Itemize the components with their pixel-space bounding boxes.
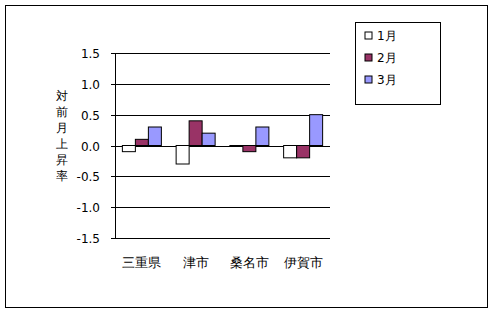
tick-mark bbox=[111, 53, 115, 54]
chart-border bbox=[6, 6, 488, 308]
bar bbox=[176, 146, 189, 165]
chart: -1.5 -1.0 -0.5 0.0 0.5 1.0 1.5 対前月上昇率三重県 津市 桑名市伊賀… bbox=[0, 0, 493, 312]
y-axis bbox=[115, 53, 116, 238]
legend-swatch bbox=[365, 76, 372, 83]
tick-label: -0.5 bbox=[77, 170, 100, 184]
bar bbox=[310, 115, 323, 146]
bar bbox=[297, 146, 310, 158]
grid-line bbox=[115, 176, 330, 177]
bar bbox=[284, 146, 297, 158]
legend-swatch bbox=[365, 32, 372, 39]
grid-line bbox=[115, 115, 330, 116]
legend-label: 3月 bbox=[377, 73, 397, 87]
bar bbox=[135, 139, 148, 145]
bar bbox=[189, 121, 202, 146]
grid-line bbox=[115, 53, 330, 54]
y-axis-label: 上 bbox=[56, 137, 68, 151]
legend bbox=[356, 23, 441, 105]
y-axis-label: 率 bbox=[56, 169, 68, 183]
tick-mark bbox=[111, 146, 115, 147]
bar bbox=[243, 146, 256, 152]
tick-mark bbox=[111, 238, 115, 239]
grid-line bbox=[115, 84, 330, 85]
legend-label: 1月 bbox=[377, 29, 397, 43]
y-axis-label: 対 bbox=[56, 89, 68, 103]
tick-label: 0.0 bbox=[81, 140, 100, 154]
legend-label: 2月 bbox=[377, 51, 397, 65]
bar bbox=[256, 127, 269, 146]
tick-label: -1.0 bbox=[77, 201, 100, 215]
tick-mark bbox=[111, 115, 115, 116]
bar bbox=[148, 127, 161, 146]
category-label: 伊賀市 bbox=[284, 255, 323, 270]
y-axis-label: 前 bbox=[56, 105, 68, 119]
bar bbox=[122, 146, 135, 152]
bar bbox=[202, 133, 215, 145]
bar bbox=[230, 145, 243, 146]
tick-label: 1.0 bbox=[81, 78, 100, 92]
tick-mark bbox=[111, 84, 115, 85]
y-axis-label: 月 bbox=[56, 121, 68, 135]
tick-label: -1.5 bbox=[77, 232, 100, 246]
legend-swatch bbox=[365, 54, 372, 61]
bars bbox=[122, 115, 322, 164]
grid-line bbox=[115, 238, 330, 239]
grid-line bbox=[115, 207, 330, 208]
category-label: 三重県 bbox=[122, 255, 161, 270]
category-label: 津市 bbox=[183, 255, 209, 270]
tick-label: 0.5 bbox=[81, 109, 100, 123]
category-label: 桑名市 bbox=[230, 255, 269, 270]
tick-mark bbox=[111, 176, 115, 177]
tick-label: 1.5 bbox=[81, 47, 100, 61]
tick-mark bbox=[111, 207, 115, 208]
y-axis-label: 昇 bbox=[56, 153, 68, 167]
